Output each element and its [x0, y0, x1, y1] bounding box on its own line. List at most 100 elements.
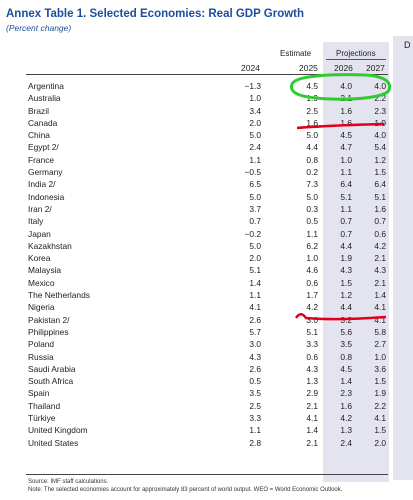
- value-2027: 5.8: [374, 326, 386, 337]
- table-row: Spain 3.5 2.9 2.3 1.9: [0, 387, 413, 399]
- value-2026: 5.6: [340, 326, 352, 337]
- value-2027: 2.0: [374, 437, 386, 448]
- value-2026: 1.1: [340, 203, 352, 214]
- value-2027: 2.7: [374, 339, 386, 350]
- value-2024: 2.0: [249, 253, 261, 264]
- value-2026: 4.7: [340, 142, 352, 153]
- value-2025: 1.4: [306, 425, 318, 436]
- value-2025: 4.6: [306, 265, 318, 276]
- value-2026: 4.3: [340, 265, 352, 276]
- table-title: Annex Table 1. Selected Economies: Real …: [6, 8, 305, 20]
- value-2026: 3.5: [340, 339, 352, 350]
- table-row: Malaysia 5.1 4.6 4.3 4.3: [0, 264, 413, 276]
- value-2027: 1.5: [374, 376, 386, 387]
- value-2025: 4.4: [306, 142, 318, 153]
- country-name: Russia: [28, 351, 54, 362]
- value-2027: 2.1: [374, 253, 386, 264]
- table-row: Egypt 2/2.4 4.4 4.7 5.4: [0, 141, 413, 153]
- value-2026: 1.4: [340, 376, 352, 387]
- value-2025: 0.3: [306, 203, 318, 214]
- value-2027: 1.5: [374, 167, 386, 178]
- value-2026: 0.7: [340, 216, 352, 227]
- table-row: Saudi Arabia 2.6 4.3 4.5 3.6: [0, 363, 413, 375]
- value-2027: 4.1: [374, 314, 386, 325]
- value-2024: 2.0: [249, 117, 261, 128]
- table-row: Russia 4.3 0.6 0.8 1.0: [0, 351, 413, 363]
- value-2024: −0.2: [244, 228, 261, 239]
- country-name: United Kingdom: [28, 425, 88, 436]
- projections-band: [323, 42, 389, 482]
- table-bottom-rule: [26, 474, 388, 475]
- table-row: United Kingdom 1.1 1.4 1.3 1.5: [0, 424, 413, 436]
- value-2027: 1.2: [374, 154, 386, 165]
- value-2024: 4.1: [249, 302, 261, 313]
- table-row: Poland 3.0 3.3 3.5 2.7: [0, 338, 413, 350]
- table-row: Australia 1.0 1.9 2.1 2.2: [0, 92, 413, 104]
- table-row: Canada 2.0 1.6 1.6 1.9: [0, 117, 413, 129]
- value-2026: 1.5: [340, 277, 352, 288]
- table-row: China 5.0 5.0 4.5 4.0: [0, 129, 413, 141]
- country-name: Australia: [28, 93, 61, 104]
- value-2024: 1.4: [249, 277, 261, 288]
- value-2027: 1.9: [374, 117, 386, 128]
- country-name: United States: [28, 437, 79, 448]
- table-row: The Netherlands 1.1 1.7 1.2 1.4: [0, 289, 413, 301]
- country-name: Canada: [28, 117, 58, 128]
- value-2027: 2.3: [374, 105, 386, 116]
- country-name: Mexico: [28, 277, 55, 288]
- value-2026: 0.8: [340, 351, 352, 362]
- value-2027: 1.5: [374, 425, 386, 436]
- value-2025: 2.9: [306, 388, 318, 399]
- value-2027: 4.0: [374, 81, 386, 91]
- country-name: The Netherlands: [28, 290, 90, 301]
- value-2025: 4.5: [306, 81, 318, 91]
- value-2025: 1.7: [306, 290, 318, 301]
- table-row: Mexico 1.4 0.6 1.5 2.1: [0, 277, 413, 289]
- country-name: Kazakhstan: [28, 240, 72, 251]
- value-2025: 1.3: [306, 376, 318, 387]
- table-row: South Africa 0.5 1.3 1.4 1.5: [0, 375, 413, 387]
- table-row: Japan −0.2 1.1 0.7 0.6: [0, 228, 413, 240]
- value-2024: 2.5: [249, 400, 261, 411]
- value-2026: 1.6: [340, 105, 352, 116]
- value-2025: 7.3: [306, 179, 318, 190]
- value-2027: 0.6: [374, 228, 386, 239]
- value-2025: 5.0: [306, 191, 318, 202]
- table-row: Germany −0.5 0.2 1.1 1.5: [0, 166, 413, 178]
- value-2024: 6.5: [249, 179, 261, 190]
- value-2024: 1.1: [249, 154, 261, 165]
- value-2024: 2.6: [249, 314, 261, 325]
- country-name: Türkiye: [28, 413, 56, 424]
- table-row: Kazakhstan 5.0 6.2 4.4 4.2: [0, 240, 413, 252]
- value-2025: 4.1: [306, 413, 318, 424]
- country-name: Malaysia: [28, 265, 62, 276]
- value-2025: 2.1: [306, 437, 318, 448]
- year-header-2024: 2024: [241, 63, 260, 73]
- country-name: Pakistan 2/: [28, 314, 70, 325]
- country-name: Indonesia: [28, 191, 65, 202]
- country-name: South Africa: [28, 376, 74, 387]
- value-2024: 3.4: [249, 105, 261, 116]
- value-2024: 5.1: [249, 265, 261, 276]
- table-row: India 2/6.5 7.3 6.4 6.4: [0, 178, 413, 190]
- value-2025: 4.2: [306, 302, 318, 313]
- country-name: Argentina: [28, 81, 64, 91]
- value-2027: 3.6: [374, 363, 386, 374]
- value-2027: 0.7: [374, 216, 386, 227]
- value-2025: 3.3: [306, 339, 318, 350]
- value-2024: 5.0: [249, 130, 261, 141]
- value-2027: 4.1: [374, 302, 386, 313]
- value-2027: 6.4: [374, 179, 386, 190]
- value-2024: 5.0: [249, 240, 261, 251]
- value-2024: 0.5: [249, 376, 261, 387]
- value-2025: 0.5: [306, 216, 318, 227]
- value-2027: 2.1: [374, 277, 386, 288]
- value-2025: 0.6: [306, 277, 318, 288]
- value-2025: 5.0: [306, 130, 318, 141]
- header-rule: [26, 74, 388, 75]
- value-2026: 1.1: [340, 167, 352, 178]
- value-2024: 3.3: [249, 413, 261, 424]
- value-2026: 4.4: [340, 240, 352, 251]
- value-2025: 1.6: [306, 117, 318, 128]
- value-2027: 4.1: [374, 413, 386, 424]
